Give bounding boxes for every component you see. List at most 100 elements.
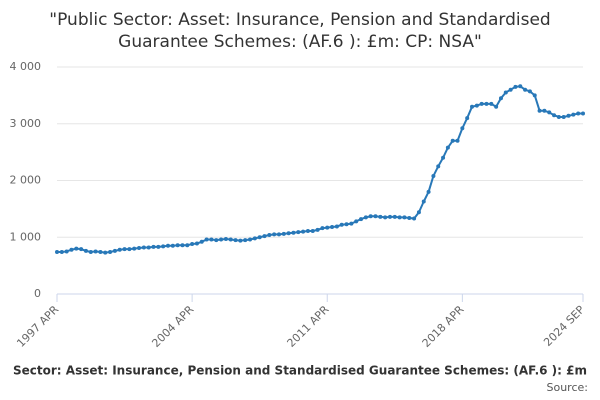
point (359, 217, 364, 222)
point (556, 114, 561, 119)
x-tick-label: 2024 SEP (541, 303, 587, 349)
point (108, 250, 113, 255)
point (267, 232, 272, 237)
point (146, 245, 151, 250)
point (88, 250, 93, 255)
point (276, 232, 281, 237)
point (566, 113, 571, 118)
point (445, 145, 450, 150)
point (156, 244, 161, 249)
point (325, 225, 330, 230)
point (170, 243, 175, 248)
point (59, 250, 64, 255)
point (402, 215, 407, 220)
point (581, 111, 585, 116)
point (281, 231, 286, 236)
x-axis-label: Sector: Asset: Insurance, Pension and St… (13, 364, 587, 378)
point (344, 222, 349, 227)
point (426, 189, 431, 194)
point (98, 250, 103, 255)
point (416, 210, 421, 215)
point (262, 234, 267, 239)
point (301, 229, 306, 234)
point (576, 111, 581, 116)
point (537, 108, 542, 113)
point (542, 108, 547, 113)
point (103, 250, 108, 255)
point (161, 244, 166, 249)
point (257, 235, 262, 240)
point (219, 237, 224, 242)
point (397, 215, 402, 220)
point (450, 138, 455, 143)
point (532, 93, 537, 98)
source: Source: (547, 381, 589, 394)
point (286, 231, 291, 236)
point (209, 237, 214, 242)
point (214, 238, 219, 243)
line (57, 85, 583, 254)
point (310, 229, 315, 234)
point (122, 247, 127, 252)
point (137, 246, 142, 251)
point (392, 214, 397, 219)
point (64, 249, 69, 254)
point (190, 242, 195, 247)
point (513, 84, 518, 89)
point (112, 248, 117, 253)
chart-title: Guarantee Schemes: (AF.6 ): £m: CP: NSA" (118, 32, 482, 52)
point (421, 199, 426, 204)
point (474, 103, 479, 108)
point (407, 215, 412, 220)
point (175, 243, 180, 248)
point (494, 104, 499, 109)
point (349, 221, 354, 226)
point (55, 250, 59, 255)
point (489, 101, 494, 106)
point (460, 126, 465, 131)
chart-title: "Public Sector: Asset: Insurance, Pensio… (49, 10, 550, 30)
point (194, 241, 199, 246)
point (238, 238, 243, 243)
point (180, 243, 185, 248)
point (320, 226, 325, 231)
point (243, 238, 248, 243)
point (363, 215, 368, 220)
point (436, 164, 441, 169)
x-tick-label: 2018 APR (420, 303, 467, 350)
y-tick-label: 2 000 (10, 174, 42, 187)
y-tick-label: 3 000 (10, 117, 42, 130)
x-tick-label: 2011 APR (285, 303, 332, 350)
y-tick-label: 0 (34, 287, 41, 300)
point (83, 248, 88, 253)
point (252, 236, 257, 241)
point (185, 243, 190, 248)
point (354, 219, 359, 224)
y-tick-label: 1 000 (10, 230, 42, 243)
point (479, 101, 484, 106)
point (330, 225, 335, 230)
point (223, 236, 228, 241)
point (508, 87, 513, 92)
point (305, 229, 310, 234)
point (561, 114, 566, 119)
point (339, 222, 344, 227)
point (248, 237, 253, 242)
point (151, 244, 156, 249)
point (571, 112, 576, 117)
point (518, 84, 523, 89)
point (204, 237, 209, 242)
point (127, 247, 132, 252)
point (334, 224, 339, 229)
point (79, 247, 84, 252)
point (117, 247, 122, 252)
point (523, 87, 528, 92)
x-tick-label: 1997 APR (14, 303, 61, 350)
point (552, 113, 557, 118)
point (441, 155, 446, 160)
point (199, 239, 204, 244)
point (74, 246, 79, 251)
point (387, 214, 392, 219)
point (165, 243, 170, 248)
